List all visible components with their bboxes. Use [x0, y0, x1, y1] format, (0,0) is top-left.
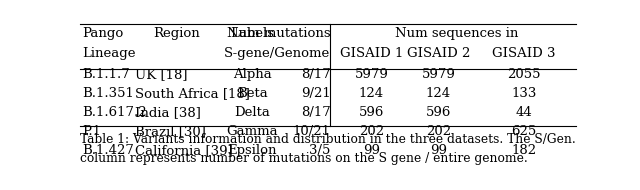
Text: GISAID 1: GISAID 1 [340, 47, 403, 60]
Text: 5979: 5979 [421, 68, 455, 81]
Text: 99: 99 [430, 144, 447, 157]
Text: 2055: 2055 [507, 68, 541, 81]
Text: P.1: P.1 [83, 125, 102, 138]
Text: 8/17: 8/17 [301, 106, 330, 119]
Text: 182: 182 [511, 144, 536, 157]
Text: 202: 202 [426, 125, 451, 138]
Text: GISAID 3: GISAID 3 [492, 47, 556, 60]
Text: 8/17: 8/17 [301, 68, 330, 81]
Text: 9/21: 9/21 [301, 87, 330, 100]
Text: 625: 625 [511, 125, 536, 138]
Text: B.1.351: B.1.351 [83, 87, 134, 100]
Text: Alpha: Alpha [233, 68, 272, 81]
Text: 202: 202 [359, 125, 384, 138]
Text: Num sequences in: Num sequences in [396, 27, 518, 40]
Text: 124: 124 [426, 87, 451, 100]
Text: 133: 133 [511, 87, 536, 100]
Text: 10/21: 10/21 [292, 125, 330, 138]
Text: 5979: 5979 [355, 68, 388, 81]
Text: Gamma: Gamma [227, 125, 278, 138]
Text: India [38]: India [38] [134, 106, 200, 119]
Text: 44: 44 [516, 106, 532, 119]
Text: South Africa [18]: South Africa [18] [134, 87, 250, 100]
Text: Region: Region [154, 27, 200, 40]
Text: 596: 596 [358, 106, 384, 119]
Text: column represents number of mutations on the S gene / entire genome.: column represents number of mutations on… [80, 152, 528, 165]
Text: 99: 99 [363, 144, 380, 157]
Text: 596: 596 [426, 106, 451, 119]
Text: 124: 124 [359, 87, 384, 100]
Text: UK [18]: UK [18] [134, 68, 187, 81]
Text: Brazil [30]: Brazil [30] [134, 125, 205, 138]
Text: GISAID 2: GISAID 2 [406, 47, 470, 60]
Text: B.1.1.7: B.1.1.7 [83, 68, 130, 81]
Text: B.1.427: B.1.427 [83, 144, 134, 157]
Text: S-gene/Genome: S-gene/Genome [224, 47, 330, 60]
Text: Pango: Pango [83, 27, 124, 40]
Text: Num mutations: Num mutations [227, 27, 330, 40]
Text: Epsilon: Epsilon [228, 144, 277, 157]
Text: Table 1: Variants information and distribution in the three datasets. The S/Gen.: Table 1: Variants information and distri… [80, 133, 576, 146]
Text: Delta: Delta [234, 106, 270, 119]
Text: Beta: Beta [237, 87, 268, 100]
Text: Lineage: Lineage [83, 47, 136, 60]
Text: California [39]: California [39] [134, 144, 232, 157]
Text: 3/5: 3/5 [309, 144, 330, 157]
Text: B.1.617.2: B.1.617.2 [83, 106, 147, 119]
Text: Labels: Labels [230, 27, 275, 40]
